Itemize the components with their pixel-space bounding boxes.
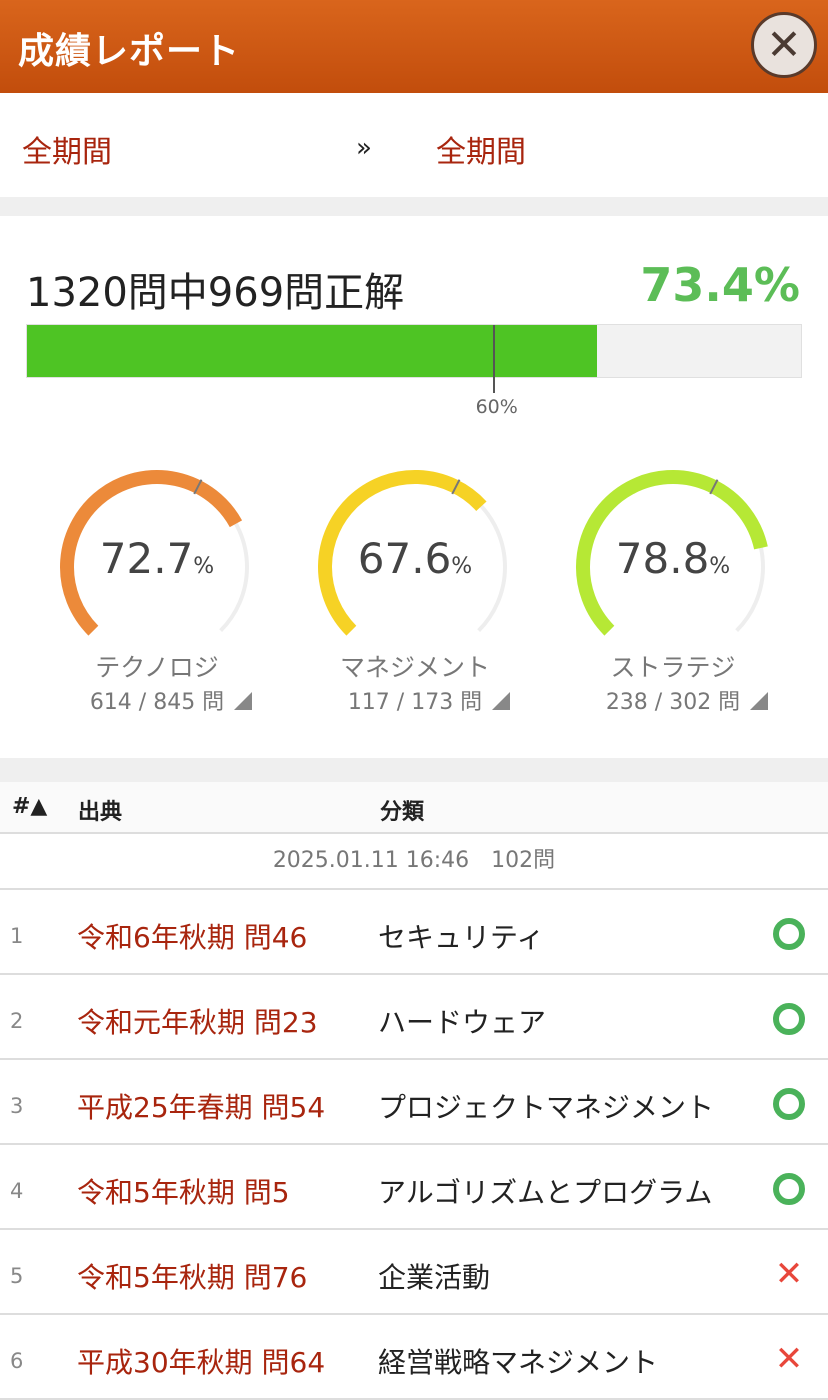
gauge-percent: 67.6%: [357, 534, 473, 583]
triangle-icon[interactable]: [492, 692, 510, 710]
gauge-ring: [318, 470, 507, 636]
row-category: セキュリティ: [378, 921, 545, 954]
results-table: #▲ 出典 分類 2025.01.11 16:46 102問 1 令和6年秋期 問…: [0, 782, 828, 1400]
table-row[interactable]: 3 平成25年春期 問54 プロジェクトマネジメント: [0, 1060, 828, 1145]
circle-icon: [773, 1003, 805, 1035]
cross-icon: ✕: [774, 1339, 804, 1379]
gauge-percent: 72.7%: [99, 534, 215, 583]
row-source-link[interactable]: 令和5年秋期 問5: [77, 1176, 290, 1209]
table-row[interactable]: 4 令和5年秋期 問5 アルゴリズムとプログラム: [0, 1145, 828, 1230]
period-separator: »: [356, 133, 372, 163]
session-row: 2025.01.11 16:46 102問: [0, 834, 828, 890]
threshold-marker: [492, 325, 495, 393]
period-to-link[interactable]: 全期間: [436, 135, 526, 170]
gauge-category-name: テクノロジ: [95, 653, 219, 682]
gauge-strategy[interactable]: 78.8% ストラテジ 238 / 302 問: [568, 462, 778, 722]
row-source-link[interactable]: 令和6年秋期 問46: [77, 921, 308, 954]
gauge-category-name: ストラテジ: [610, 653, 736, 682]
gauge-technology[interactable]: 72.7% テクノロジ 614 / 845 問: [52, 462, 262, 722]
gauge-fraction: 117 / 173 問: [347, 690, 483, 715]
row-category: アルゴリズムとプログラム: [378, 1176, 713, 1209]
gauge-threshold-tick: [451, 479, 461, 495]
row-category: プロジェクトマネジメント: [378, 1091, 715, 1124]
row-category: 企業活動: [378, 1261, 491, 1294]
row-number: 5: [10, 1264, 24, 1288]
table-row[interactable]: 1 令和6年秋期 問46 セキュリティ: [0, 890, 828, 975]
correct-count-text: 1320問中969問正解: [26, 270, 405, 316]
overall-progress-bar: [26, 324, 802, 393]
gauge-management[interactable]: 67.6% マネジメント 117 / 173 問: [310, 462, 520, 722]
row-number: 2: [10, 1009, 24, 1033]
sort-number-header[interactable]: #▲: [12, 794, 48, 819]
triangle-icon[interactable]: [750, 692, 768, 710]
circle-icon: [773, 1088, 805, 1120]
row-number: 6: [10, 1349, 24, 1373]
source-header[interactable]: 出典: [78, 800, 123, 825]
table-row[interactable]: 2 令和元年秋期 問23 ハードウェア: [0, 975, 828, 1060]
app-header: 成績レポート ✕: [0, 0, 828, 93]
circle-icon: [773, 1173, 805, 1205]
row-category: 経営戦略マネジメント: [378, 1346, 659, 1379]
gauge-fill-arc: [576, 470, 768, 636]
gauge-ring: [576, 470, 768, 636]
overall-rate: 73.4%: [640, 258, 800, 312]
close-button[interactable]: ✕: [751, 12, 817, 78]
row-category: ハードウェア: [378, 1006, 547, 1039]
triangle-icon[interactable]: [234, 692, 252, 710]
row-source-link[interactable]: 平成25年春期 問54: [77, 1091, 326, 1124]
close-icon: ✕: [766, 20, 802, 69]
gauge-fraction: 614 / 845 問: [89, 690, 225, 715]
row-source-link[interactable]: 令和元年秋期 問23: [77, 1006, 318, 1039]
gauge-threshold-tick: [709, 479, 719, 495]
row-number: 1: [10, 924, 24, 948]
progress-fill: [27, 325, 597, 377]
period-from-link[interactable]: 全期間: [22, 135, 112, 170]
category-header[interactable]: 分類: [380, 800, 425, 825]
gauge-ring: [60, 470, 249, 636]
row-source-link[interactable]: 令和5年秋期 問76: [77, 1261, 308, 1294]
gauge-threshold-tick: [193, 479, 203, 495]
threshold-label: 60%: [475, 396, 518, 418]
circle-icon: [773, 918, 805, 950]
table-header: #▲ 出典 分類: [0, 782, 828, 834]
gauge-fill-arc: [60, 470, 243, 636]
page-title: 成績レポート: [18, 31, 241, 72]
summary-panel: 1320問中969問正解 73.4% 60% 72.7% テクノロジ 614 /…: [0, 216, 828, 758]
table-row[interactable]: 6 平成30年秋期 問64 経営戦略マネジメント ✕: [0, 1315, 828, 1400]
gauge-category-name: マネジメント: [339, 653, 490, 682]
gauge-fraction: 238 / 302 問: [605, 690, 741, 715]
period-selector: 全期間 » 全期間: [0, 93, 828, 197]
table-row[interactable]: 5 令和5年秋期 問76 企業活動 ✕: [0, 1230, 828, 1315]
row-number: 3: [10, 1094, 24, 1118]
row-number: 4: [10, 1179, 24, 1203]
gauge-percent: 78.8%: [615, 534, 731, 583]
row-source-link[interactable]: 平成30年秋期 問64: [77, 1346, 326, 1379]
cross-icon: ✕: [774, 1254, 804, 1294]
gauge-fill-arc: [318, 470, 487, 636]
